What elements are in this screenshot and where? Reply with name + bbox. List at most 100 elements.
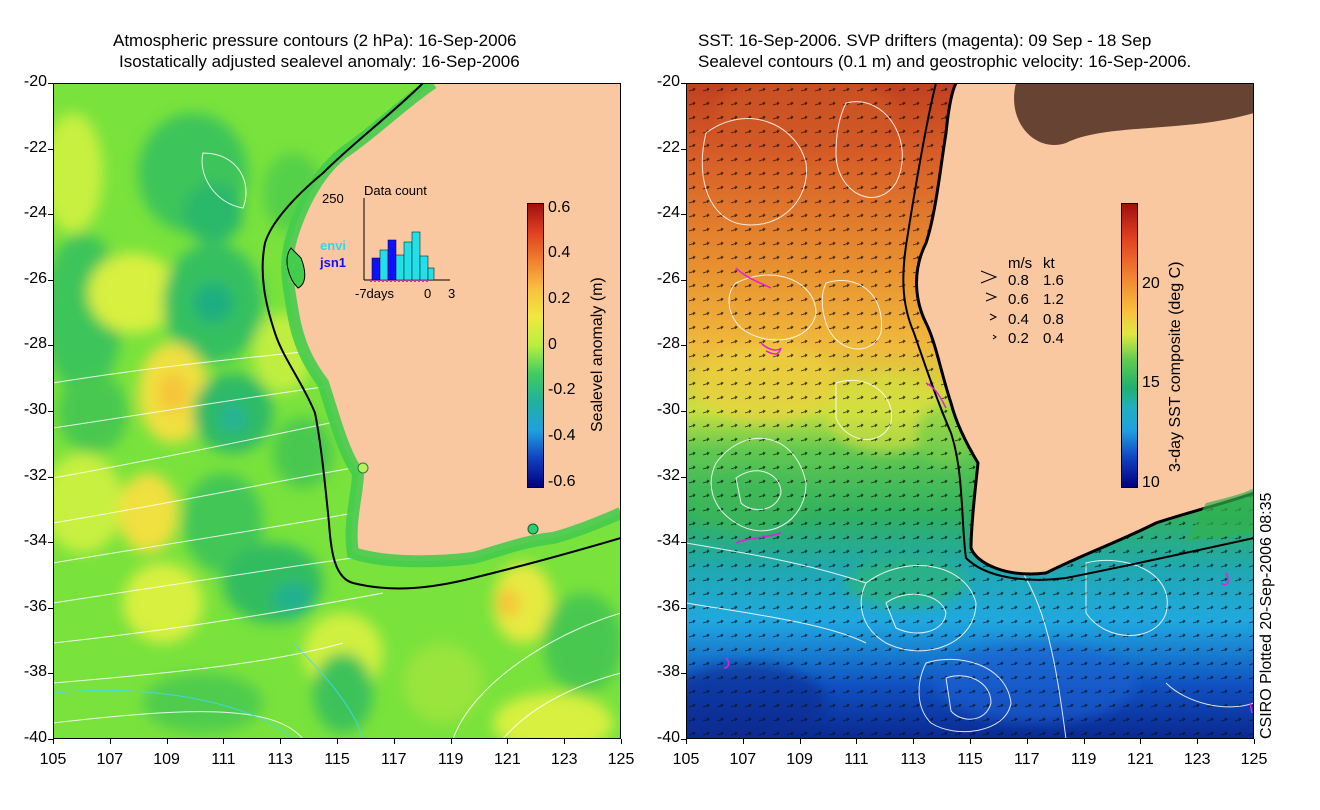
- velocity-key-kt: 0.8: [1043, 311, 1064, 328]
- left-lat-tick: -34: [23, 532, 47, 550]
- sst-map: [686, 83, 1254, 739]
- left-lon-tick-mark: [393, 739, 395, 744]
- left-map-frame: [53, 83, 621, 739]
- right-lon-tick: 117: [1014, 751, 1040, 768]
- nw-land: [1014, 83, 1254, 145]
- velocity-key-kt: 0.4: [1043, 330, 1064, 347]
- inset-series2-label: jsn1: [320, 255, 347, 270]
- right-lon-tick-mark: [1026, 739, 1028, 744]
- left-lon-tick-mark: [621, 739, 622, 744]
- left-lat-tick-mark: [48, 148, 53, 150]
- right-lon-tick: 115: [957, 751, 983, 768]
- left-lat-tick: -36: [23, 597, 47, 615]
- velocity-key-kt: 1.2: [1043, 291, 1064, 308]
- right-lat-tick: -28: [656, 335, 680, 353]
- left-lat-tick-mark: [48, 607, 53, 609]
- right-lon-tick: 119: [1070, 751, 1097, 768]
- sealevel-map-svg: [53, 83, 621, 739]
- left-lon-tick-mark: [507, 739, 509, 744]
- right-lat-tick: -30: [656, 401, 680, 418]
- right-lat-tick-mark: [681, 148, 686, 150]
- left-lat-tick-mark: [48, 411, 53, 412]
- velocity-key-ms: 0.4: [1008, 311, 1029, 328]
- left-lon-tick: 105: [39, 751, 67, 768]
- left-title-line2: Isostatically adjusted sealevel anomaly:…: [119, 52, 520, 71]
- velocity-key-header-ms: m/s: [1008, 255, 1033, 272]
- right-lon-tick: 105: [672, 751, 700, 768]
- left-title-line1: Atmospheric pressure contours (2 hPa): 1…: [113, 31, 517, 50]
- right-lat-tick-mark: [681, 279, 686, 281]
- left-lat-tick: -32: [23, 466, 47, 484]
- tide-gauge-marker: [527, 523, 539, 535]
- left-lat-tick: -38: [23, 663, 47, 681]
- left-lon-tick: 115: [324, 751, 350, 768]
- sla-colorbar-tick: -0.4: [548, 427, 576, 444]
- left-lon-tick: 113: [267, 751, 293, 768]
- left-lon-tick-mark: [280, 739, 282, 744]
- sla-colorbar-tick: 0.6: [548, 199, 571, 216]
- svp-drifter-tracks: [723, 267, 1253, 714]
- left-lat-tick: -24: [23, 204, 47, 222]
- left-lon-tick: 109: [153, 751, 180, 768]
- sla-colorbar-tick: 0.2: [548, 290, 571, 307]
- right-lon-tick-mark: [1254, 739, 1255, 744]
- inset-x-zero: 0: [424, 286, 432, 301]
- left-lon-tick: 125: [607, 751, 635, 768]
- sla-anomaly-blobs: [53, 113, 621, 739]
- left-lon-tick-mark: [223, 739, 225, 744]
- left-lat-tick-mark: [48, 739, 53, 740]
- right-lat-tick: -36: [656, 597, 680, 615]
- left-lat-tick-mark: [48, 279, 53, 281]
- left-lat-tick: -30: [23, 401, 47, 418]
- inset-bars: [371, 231, 435, 281]
- sst-map-svg: [686, 83, 1254, 739]
- left-lat-tick: -28: [23, 335, 47, 353]
- left-lat-tick-mark: [48, 673, 53, 675]
- left-lon-tick-mark: [337, 739, 338, 744]
- inset-title: Data count: [364, 183, 427, 198]
- right-map-frame: [686, 83, 1254, 739]
- sla-colorbar-tick: 0: [548, 336, 557, 353]
- right-lon-tick-mark: [913, 739, 915, 744]
- left-lon-tick: 121: [494, 751, 521, 768]
- right-lat-tick-mark: [681, 673, 686, 675]
- right-lon-tick-mark: [970, 739, 971, 744]
- left-lon-tick-mark: [166, 739, 168, 744]
- data-count-inset: Data count 250 envi jsn1 -7days 0 3: [320, 180, 470, 301]
- right-lat-tick: -34: [656, 532, 680, 550]
- right-lat-tick: -40: [656, 729, 680, 746]
- left-lon-tick: 107: [96, 751, 124, 768]
- coastal-band: [281, 83, 621, 568]
- left-lon-tick: 123: [550, 751, 578, 768]
- left-lat-tick: -20: [23, 73, 47, 90]
- right-lon-tick: 109: [786, 751, 813, 768]
- right-lat-tick: -24: [656, 204, 680, 222]
- right-lon-tick-mark: [1197, 739, 1199, 744]
- left-lat-tick: -26: [23, 269, 47, 287]
- shelf-contour: [902, 83, 1254, 581]
- right-lat-tick-mark: [681, 214, 686, 216]
- right-lat-tick: -20: [656, 73, 680, 90]
- right-lat-tick-mark: [681, 83, 686, 84]
- right-lat-tick: -32: [656, 466, 680, 484]
- right-lon-tick: 123: [1183, 751, 1211, 768]
- right-lat-tick-mark: [681, 345, 686, 347]
- south-coast-shelf: [1186, 488, 1254, 541]
- right-lat-tick: -26: [656, 269, 680, 287]
- left-lon-tick-mark: [109, 739, 111, 744]
- right-lat-tick-mark: [681, 542, 686, 544]
- sst-colorbar-tick: 10: [1142, 474, 1160, 491]
- right-lat-tick-mark: [681, 476, 686, 478]
- pressure-contours-cyan: [53, 642, 364, 739]
- velocity-key-header-kt: kt: [1043, 255, 1055, 272]
- velocity-key-kt: 1.6: [1043, 272, 1064, 289]
- sealevel-contours: [686, 101, 1254, 739]
- inset-x-right: 3: [448, 286, 456, 301]
- velocity-key: m/s kt 0.8 1.6 0.6 1.2 0.4 0.8 0.2 0.4: [980, 255, 1080, 350]
- sst-colorbar-tick: 15: [1142, 374, 1160, 391]
- left-lat-tick: -22: [23, 138, 47, 156]
- sla-colorbar-tick: 0.4: [548, 244, 571, 261]
- left-lon-tick: 119: [437, 751, 464, 768]
- left-lat-tick-mark: [48, 345, 53, 347]
- sst-colorbar: [1121, 203, 1138, 488]
